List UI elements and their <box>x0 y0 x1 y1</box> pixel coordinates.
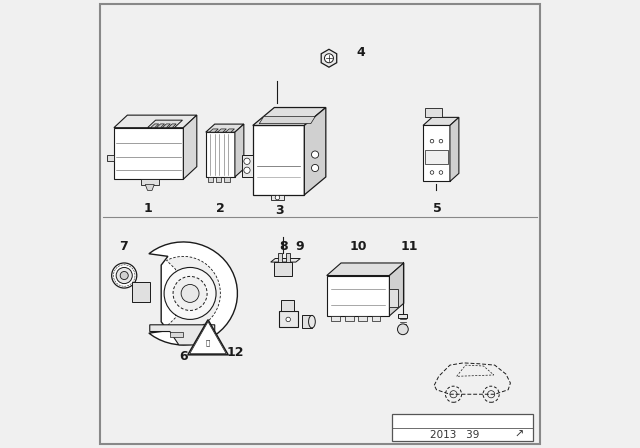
Circle shape <box>164 267 216 319</box>
Polygon shape <box>100 4 540 444</box>
Polygon shape <box>286 253 290 262</box>
Polygon shape <box>114 128 184 179</box>
Polygon shape <box>216 177 221 182</box>
Circle shape <box>116 267 132 284</box>
Polygon shape <box>206 124 244 132</box>
Text: 11: 11 <box>401 240 419 253</box>
Circle shape <box>244 158 250 164</box>
Polygon shape <box>163 124 170 128</box>
Polygon shape <box>166 256 220 331</box>
Polygon shape <box>168 124 176 128</box>
Polygon shape <box>423 125 450 181</box>
Text: 4: 4 <box>356 46 365 60</box>
Text: 1: 1 <box>143 202 152 215</box>
Polygon shape <box>327 276 389 316</box>
Text: 7: 7 <box>120 240 128 253</box>
Polygon shape <box>425 108 442 117</box>
Polygon shape <box>271 195 284 200</box>
Polygon shape <box>141 179 159 185</box>
Polygon shape <box>425 150 448 164</box>
Polygon shape <box>450 117 459 181</box>
Polygon shape <box>371 316 380 321</box>
Polygon shape <box>206 132 235 177</box>
Polygon shape <box>253 108 326 125</box>
Polygon shape <box>132 282 150 302</box>
Polygon shape <box>389 263 404 316</box>
Polygon shape <box>209 129 218 132</box>
Polygon shape <box>225 129 234 132</box>
Polygon shape <box>218 129 227 132</box>
Polygon shape <box>145 185 154 190</box>
Polygon shape <box>278 253 282 262</box>
Polygon shape <box>271 258 300 262</box>
Polygon shape <box>184 115 197 179</box>
Circle shape <box>397 324 408 335</box>
Circle shape <box>286 317 291 322</box>
Circle shape <box>181 284 199 302</box>
Polygon shape <box>150 124 159 128</box>
Circle shape <box>312 151 319 158</box>
Polygon shape <box>275 262 292 276</box>
Text: 6: 6 <box>179 349 188 363</box>
Polygon shape <box>358 316 367 321</box>
Text: 10: 10 <box>349 240 367 253</box>
Circle shape <box>275 195 280 200</box>
Polygon shape <box>148 120 182 128</box>
Polygon shape <box>208 177 213 182</box>
Polygon shape <box>149 242 237 345</box>
Polygon shape <box>281 300 294 311</box>
Text: 12: 12 <box>226 346 244 359</box>
Polygon shape <box>188 320 228 355</box>
Text: ↗: ↗ <box>514 430 524 440</box>
Circle shape <box>173 276 207 310</box>
Polygon shape <box>253 125 305 195</box>
Polygon shape <box>398 314 408 318</box>
Text: ✋: ✋ <box>206 340 210 346</box>
Polygon shape <box>170 332 184 337</box>
Polygon shape <box>235 124 244 177</box>
Circle shape <box>112 263 137 288</box>
Circle shape <box>312 164 319 172</box>
Polygon shape <box>423 117 459 125</box>
Polygon shape <box>241 155 253 177</box>
Text: 8: 8 <box>279 240 287 253</box>
Text: 2: 2 <box>216 202 225 215</box>
Text: 2013   39: 2013 39 <box>431 430 480 440</box>
Circle shape <box>120 271 128 280</box>
Polygon shape <box>157 124 164 128</box>
Polygon shape <box>345 316 354 321</box>
Polygon shape <box>279 311 298 327</box>
Polygon shape <box>150 325 215 345</box>
Polygon shape <box>114 115 197 128</box>
Ellipse shape <box>308 315 316 328</box>
Polygon shape <box>392 414 533 441</box>
Text: 5: 5 <box>433 202 442 215</box>
Polygon shape <box>224 177 230 182</box>
Polygon shape <box>332 316 340 321</box>
Polygon shape <box>389 289 398 307</box>
Polygon shape <box>108 155 114 161</box>
Polygon shape <box>259 116 316 124</box>
Polygon shape <box>302 315 312 328</box>
Circle shape <box>244 167 250 173</box>
Text: 9: 9 <box>296 240 304 253</box>
Text: 3: 3 <box>275 204 284 217</box>
Polygon shape <box>305 108 326 195</box>
Circle shape <box>324 54 333 63</box>
Polygon shape <box>321 49 337 67</box>
Polygon shape <box>327 263 404 276</box>
